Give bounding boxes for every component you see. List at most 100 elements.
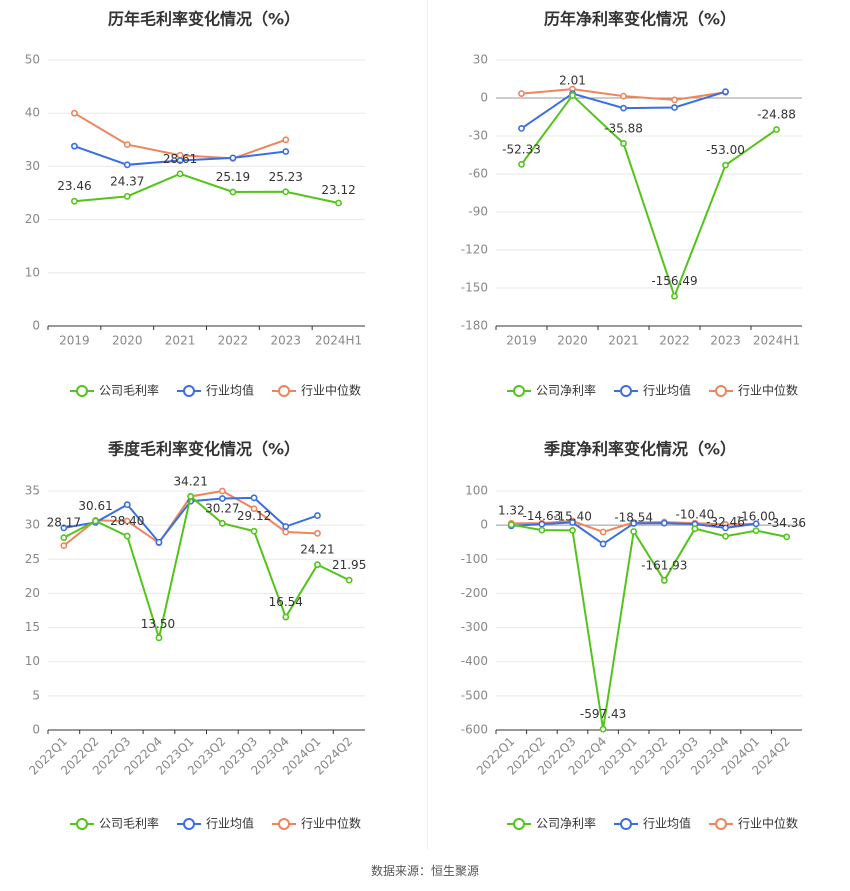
chart-title: 历年毛利率变化情况（%） [108,10,300,29]
legend-label: 行业均值 [206,383,254,398]
series-point-industry_avg [155,538,163,546]
series-point-industry_avg [518,124,525,132]
data-label: -156.49 [651,274,697,288]
data-label: 23.46 [57,179,91,193]
series-point-company [722,532,729,540]
x-tick-label: 2020 [112,334,143,348]
series-point-industry_avg [123,501,131,509]
chart-title: 季度净利率变化情况（%） [543,440,736,459]
series-point-company [92,517,99,525]
chart-panel-4: 季度净利率变化情况（%） -600 -500 -400 -300 -200 -100 0 100… [461,440,806,831]
series-point-industry_median [60,542,68,550]
data-label: 21.95 [332,558,366,572]
series-point-industry_avg [71,142,78,150]
legend-marker [76,818,88,830]
series-line-company [511,523,787,730]
series-point-industry_avg [250,494,258,502]
x-tick-label: 2022 [218,334,249,348]
legend-marker [715,818,727,830]
series-point-company [569,92,576,99]
legend-item-company: 公司毛利率 [70,383,159,398]
legend-marker [183,385,195,397]
legend-label: 公司净利率 [536,816,596,831]
series-point-industry_avg [569,519,576,526]
legend-label: 行业中位数 [301,816,361,831]
y-tick-label: 25 [25,552,40,566]
data-label: 29.12 [237,509,271,523]
x-tick-label: 2021 [608,334,639,348]
series-point-company [660,577,668,584]
series-point-company [335,199,342,207]
series-point-industry_median [71,109,78,117]
legend-label: 行业均值 [643,383,691,398]
series-point-industry_avg [282,523,290,530]
data-label: -597.43 [580,707,626,721]
data-label: -32.46 [706,515,745,529]
series-point-industry_median [250,505,258,513]
data-label: 24.37 [110,174,144,188]
data-source-label: 数据来源：恒生聚源 [370,864,479,878]
series-point-company [599,725,607,733]
y-tick-label: 15 [25,620,40,634]
series-point-company [569,527,576,534]
series-point-industry_median [123,517,131,525]
x-tick-label: 2024H1 [315,334,362,348]
y-tick-label: 100 [465,484,488,498]
data-label: 23.12 [321,183,355,197]
data-label: 1.32 [498,504,525,518]
legend-marker [513,385,525,397]
series-point-company [60,534,68,542]
y-tick-label: 20 [25,212,40,226]
vertical-divider [427,0,428,850]
series-point-company [250,527,258,535]
y-tick-label: -150 [461,281,488,295]
series-point-industry_avg [620,104,627,112]
legend-marker [278,385,290,397]
series-point-industry_median [314,529,321,537]
series-point-industry_avg [229,154,237,162]
data-label: 24.21 [300,543,334,557]
data-label: -53.00 [706,143,745,157]
data-label: -14.63 [523,509,562,523]
series-point-industry_avg [660,519,668,527]
data-label: 28.61 [163,152,197,166]
data-label: 25.23 [269,170,303,184]
series-point-company [752,527,760,535]
legend-label: 行业均值 [643,816,691,831]
y-tick-label: 5 [32,688,40,702]
series-point-company [722,161,729,169]
legend-item-industry_avg: 行业均值 [177,383,254,398]
data-label: 28.17 [47,516,81,530]
data-label: -35.88 [604,121,643,135]
legend-item-industry_median: 行业中位数 [272,816,361,831]
y-tick-label: 0 [480,518,488,532]
series-point-industry_avg [60,524,68,532]
series-point-industry_avg [176,157,184,164]
x-tick-label: 2019 [506,334,537,348]
legend-item-company: 公司毛利率 [70,816,159,831]
y-tick-label: -600 [461,723,488,737]
y-tick-label: 10 [25,265,40,279]
x-tick-label: 2023 [710,334,741,348]
y-tick-label: 10 [25,654,40,668]
data-label: -18.54 [614,510,653,524]
series-point-industry_avg [123,161,131,169]
data-label: -24.88 [757,108,796,122]
series-point-industry_avg [314,512,321,519]
y-tick-label: 40 [25,106,40,120]
data-label: -16.00 [737,510,776,524]
x-tick-label: 2023 [270,334,301,348]
series-point-company [218,519,226,527]
x-tick-label: 2021 [165,334,196,348]
series-point-industry_avg [722,88,729,96]
legend-item-company: 公司净利率 [507,816,596,831]
data-label: -52.33 [502,142,541,156]
series-point-industry_median [282,136,290,144]
series-point-industry_avg [752,520,760,528]
legend-marker [715,385,727,397]
series-point-industry_median [218,487,226,495]
data-label: -161.93 [641,558,687,572]
y-tick-label: -60 [468,167,488,181]
legend-label: 行业中位数 [738,383,798,398]
data-label: -10.40 [676,508,715,522]
